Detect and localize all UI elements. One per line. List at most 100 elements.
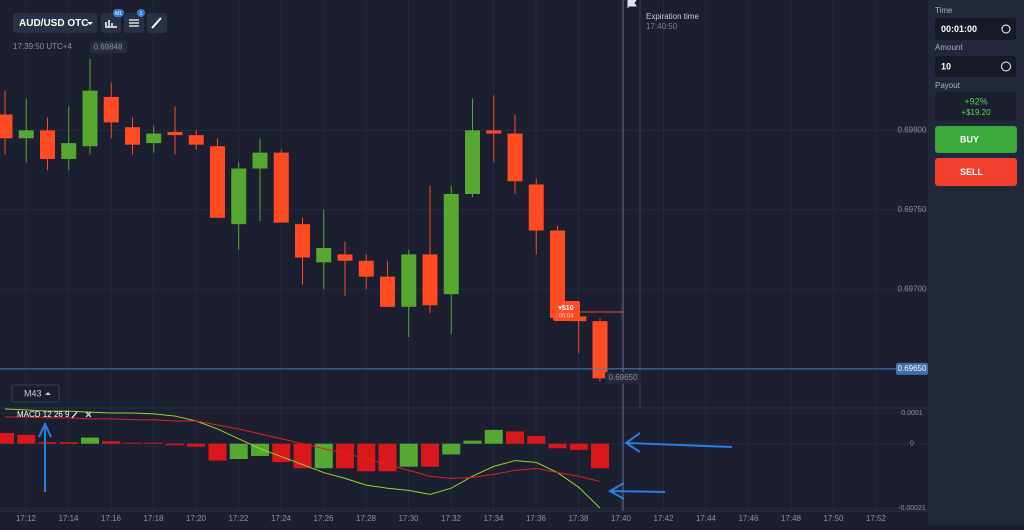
sell-label: SELL (960, 167, 984, 177)
histogram-bar (442, 443, 461, 455)
badge (113, 9, 124, 17)
arrow (624, 432, 733, 453)
price-ref: 0.69848 (94, 43, 123, 52)
histogram-bar (17, 434, 36, 444)
time-label: 17:26 (313, 514, 334, 523)
edit-icon[interactable] (71, 411, 78, 419)
grid (0, 0, 928, 511)
histogram-bar (336, 443, 354, 469)
trade-marker[interactable] (553, 301, 580, 321)
clock-icon (1001, 24, 1011, 34)
time-label: 17:52 (866, 514, 887, 523)
histogram-bar (399, 443, 418, 467)
histogram-bar (166, 443, 184, 446)
candle-body (528, 184, 544, 231)
amount-input[interactable] (935, 56, 1016, 77)
candle-body (210, 146, 225, 218)
histogram-bar (59, 442, 78, 444)
chart-bg (0, 0, 928, 525)
annotation-arrows (38, 421, 733, 500)
candle-body (252, 152, 268, 169)
histogram-bar (229, 443, 248, 460)
price-label: 0.69800 (898, 125, 927, 134)
candle-body (316, 248, 332, 263)
payout-box (935, 92, 1016, 121)
histogram-bar (484, 429, 503, 444)
time-input[interactable] (935, 18, 1016, 40)
sidebar (928, 0, 1024, 525)
histogram-bar (357, 443, 376, 472)
histogram-bar (378, 443, 397, 472)
period: M43 (24, 388, 42, 398)
buy-label: BUY (960, 134, 979, 144)
plot: 0.69650 0.69650 (0, 58, 928, 509)
chart-icon (105, 20, 117, 28)
time-label: 17:34 (483, 514, 504, 523)
arrow (38, 421, 52, 492)
candle-body (125, 127, 140, 145)
histogram-bar (187, 443, 206, 447)
arrow (607, 482, 666, 500)
time-label: Time (935, 6, 953, 15)
time-label: 17:30 (398, 514, 419, 523)
candle-body (592, 321, 608, 379)
histogram-bar (293, 443, 312, 469)
flag-icon (627, 0, 637, 8)
histogram-bar (506, 431, 524, 444)
histogram-bar (548, 443, 567, 449)
amount-value: 10 (941, 61, 951, 71)
asset-selector[interactable] (13, 13, 97, 33)
indicator-name: MACD 12 26 9 (17, 410, 70, 419)
payout-label: Payout (935, 81, 961, 90)
candle-body (550, 230, 565, 318)
histogram-bar (123, 442, 142, 444)
histogram-bar (38, 442, 57, 444)
candle-body (337, 254, 353, 261)
time-label: 17:50 (823, 514, 844, 523)
time-label: 17:38 (568, 514, 589, 523)
histogram-bar (591, 443, 609, 469)
price-ref-box (90, 41, 127, 53)
amount-label: Amount (935, 43, 963, 52)
clock: 17:39:50 UTC+4 (13, 42, 72, 51)
time-label: 17:32 (441, 514, 462, 523)
time-label: 17:12 (16, 514, 37, 523)
badge (137, 9, 145, 17)
payout-amount: +$19.20 (961, 108, 991, 117)
candle-body (486, 130, 502, 134)
time-label: 17:16 (101, 514, 122, 523)
candle-body (40, 130, 55, 159)
close-icon[interactable] (85, 411, 92, 418)
time-label: 17:42 (653, 514, 674, 523)
timeframe-button[interactable] (101, 13, 121, 33)
candle-body (82, 90, 98, 147)
trade-amount: ▾$10 (557, 305, 573, 312)
asset-name: AUD/USD OTC (19, 18, 88, 29)
price-label: 0.69700 (898, 284, 927, 293)
price-tag (605, 371, 641, 384)
trade-timer: 00:04 (558, 314, 574, 320)
candle-body (358, 260, 374, 277)
caret (45, 392, 51, 395)
candle-body (465, 130, 480, 194)
time-label: 17:28 (356, 514, 377, 523)
histogram-bar (527, 436, 546, 444)
price-label: 0.69750 (898, 205, 927, 214)
signal-line (5, 416, 601, 482)
histogram-bar (0, 432, 14, 444)
histogram-bar (463, 440, 482, 444)
expiration-time: 17:40:50 (646, 22, 678, 31)
macd-line (4, 408, 601, 509)
sell-button[interactable] (935, 158, 1017, 186)
time-label: 17:14 (58, 514, 79, 523)
buy-button[interactable] (935, 126, 1017, 153)
period-button[interactable] (11, 384, 60, 403)
candle-body (401, 254, 417, 307)
candle-body (167, 131, 183, 136)
time-label: 17:22 (228, 514, 249, 523)
candle-body (146, 133, 162, 144)
histogram-bar (208, 443, 227, 461)
macd-label: -0.00021 (898, 505, 926, 512)
